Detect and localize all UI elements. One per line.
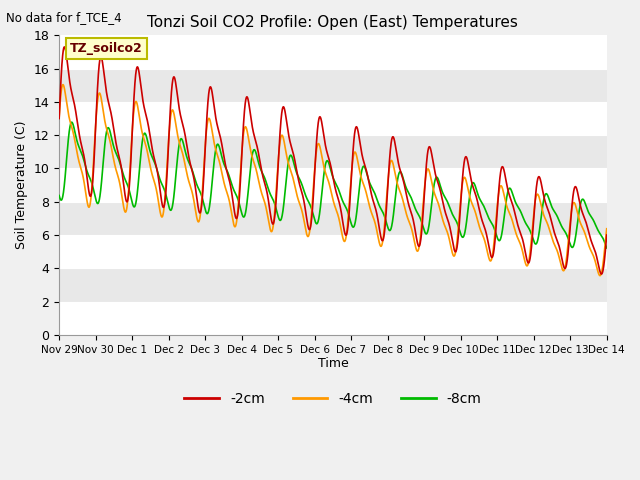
Bar xyxy=(59,202,607,235)
Title: Tonzi Soil CO2 Profile: Open (East) Temperatures: Tonzi Soil CO2 Profile: Open (East) Temp… xyxy=(147,15,518,30)
Text: No data for f_TCE_4: No data for f_TCE_4 xyxy=(6,11,122,24)
Bar xyxy=(59,102,607,135)
Bar xyxy=(59,235,607,268)
Bar xyxy=(59,168,607,202)
Legend: -2cm, -4cm, -8cm: -2cm, -4cm, -8cm xyxy=(179,387,487,412)
Bar xyxy=(59,36,607,69)
Text: TZ_soilco2: TZ_soilco2 xyxy=(70,42,143,55)
Bar xyxy=(59,268,607,301)
Y-axis label: Soil Temperature (C): Soil Temperature (C) xyxy=(15,121,28,249)
Bar xyxy=(59,135,607,168)
Bar xyxy=(59,69,607,102)
Bar xyxy=(59,301,607,335)
X-axis label: Time: Time xyxy=(317,357,348,371)
